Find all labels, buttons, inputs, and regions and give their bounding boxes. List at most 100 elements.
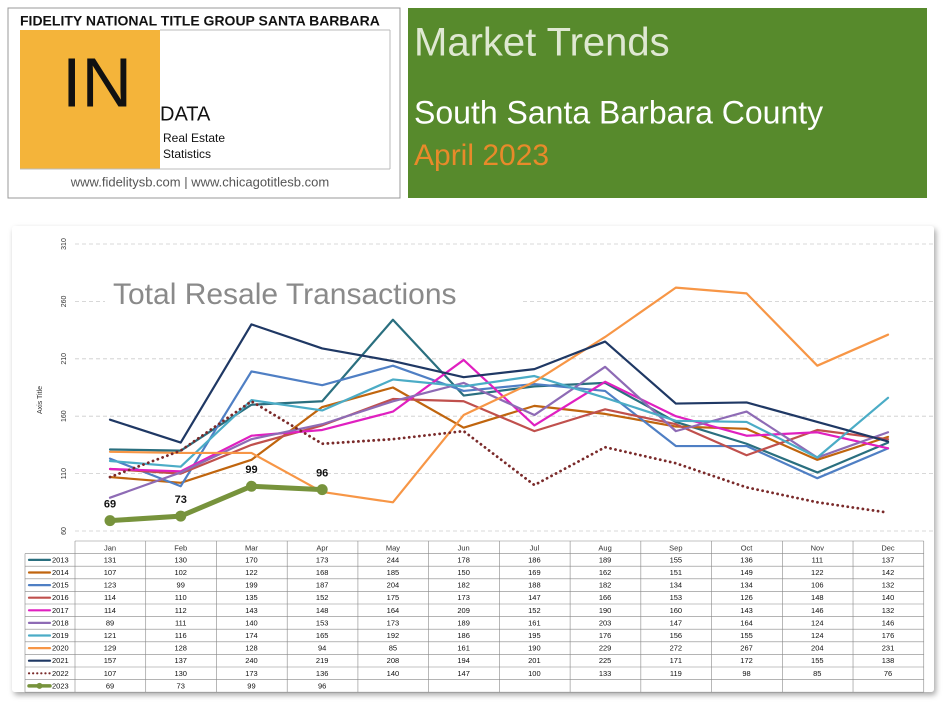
legend-marker (36, 682, 43, 689)
data-label: 69 (104, 499, 116, 511)
table-cell: 219 (316, 656, 329, 665)
data-label: 99 (245, 464, 257, 476)
table-cell: 164 (740, 618, 753, 627)
table-cell: 122 (245, 568, 258, 577)
table-cell: 165 (316, 631, 329, 640)
logo-line: Statistics (163, 147, 211, 161)
series-line (108, 374, 890, 468)
table-cell: 162 (599, 568, 612, 577)
table-cell: 157 (104, 656, 117, 665)
table-cell: 112 (175, 606, 187, 615)
table-cell: 89 (106, 618, 114, 627)
data-label: 73 (175, 494, 187, 506)
table-cell: 140 (387, 669, 400, 678)
legend-label: 2020 (52, 644, 69, 653)
table-cell: 116 (175, 631, 187, 640)
table-cell: 121 (104, 631, 117, 640)
table-cell: 124 (811, 631, 824, 640)
table-cell: 195 (528, 631, 541, 640)
title: Market Trends (414, 21, 670, 65)
table-cell: 182 (599, 581, 612, 590)
y-axis-title: Axis Title (37, 386, 44, 414)
table-cell: 128 (174, 644, 187, 653)
y-tick-label: 160 (61, 410, 68, 422)
legend-label: 2013 (52, 555, 69, 564)
legend-label: 2015 (52, 581, 69, 590)
table-cell: 178 (457, 555, 470, 564)
table-cell: 148 (316, 606, 329, 615)
table-cell: 151 (670, 568, 683, 577)
table-cell: 201 (528, 656, 541, 665)
legend-label: 2018 (52, 618, 69, 627)
logo-square (20, 30, 160, 169)
table-cell: 143 (740, 606, 753, 615)
table-cell: 199 (245, 581, 258, 590)
table-cell: 190 (599, 606, 612, 615)
table-cell: 187 (316, 581, 329, 590)
table-cell: 225 (599, 656, 612, 665)
table-cell: 107 (104, 568, 117, 577)
point (175, 510, 187, 522)
title-box (408, 8, 927, 198)
table-cell: 132 (882, 606, 895, 615)
table-cell: 204 (387, 581, 400, 590)
table-cell: 146 (811, 606, 824, 615)
table-cell: 169 (528, 568, 541, 577)
table-cell: 110 (175, 593, 187, 602)
table-cell: 102 (174, 568, 187, 577)
table-cell: 204 (811, 644, 824, 653)
legend-label: 2021 (52, 656, 69, 665)
table-cell: 173 (387, 618, 400, 627)
table-cell: 229 (599, 644, 612, 653)
table-cell: 176 (599, 631, 612, 640)
table-cell: 134 (740, 581, 753, 590)
table-cell: 231 (882, 644, 895, 653)
x-tick-label: Mar (245, 543, 258, 552)
x-tick-label: Apr (316, 543, 328, 552)
table-cell: 135 (245, 593, 258, 602)
logo-sub: DATA (160, 103, 211, 125)
x-tick-label: Oct (741, 543, 754, 552)
legend-label: 2017 (52, 606, 69, 615)
legend-label: 2019 (52, 631, 69, 640)
table-cell: 99 (177, 581, 185, 590)
table-cell: 85 (813, 669, 821, 678)
table-cell: 119 (670, 669, 682, 678)
table-cell: 171 (670, 656, 683, 665)
y-tick-label: 60 (61, 527, 68, 535)
date: April 2023 (414, 139, 549, 172)
table-cell: 188 (528, 581, 541, 590)
table-cell: 160 (670, 606, 683, 615)
table-cell: 166 (599, 593, 612, 602)
table-cell: 114 (104, 593, 116, 602)
x-tick-label: Nov (811, 543, 825, 552)
table-cell: 164 (387, 606, 400, 615)
table-cell: 173 (457, 593, 470, 602)
x-tick-label: Aug (598, 543, 611, 552)
table-cell: 182 (457, 581, 470, 590)
legend-label: 2016 (52, 593, 69, 602)
table-cell: 136 (740, 555, 753, 564)
chart-panel (12, 226, 934, 692)
table-cell: 124 (811, 618, 824, 627)
y-tick-label: 110 (61, 468, 68, 479)
series-line (108, 358, 890, 473)
table-cell: 244 (387, 555, 400, 564)
table-cell: 140 (245, 618, 258, 627)
x-tick-label: May (386, 543, 400, 552)
table-cell: 137 (174, 656, 187, 665)
series-line (107, 483, 325, 524)
x-tick-label: Sep (669, 543, 682, 552)
table-cell: 203 (599, 618, 612, 627)
table-cell: 155 (740, 631, 753, 640)
table-cell: 98 (742, 669, 750, 678)
table-cell: 150 (457, 568, 470, 577)
table-cell: 148 (811, 593, 824, 602)
y-tick-label: 260 (61, 295, 68, 307)
table-cell: 208 (387, 656, 400, 665)
table-cell: 147 (528, 593, 541, 602)
table-cell: 111 (812, 555, 823, 564)
y-tick-label: 210 (61, 353, 68, 365)
